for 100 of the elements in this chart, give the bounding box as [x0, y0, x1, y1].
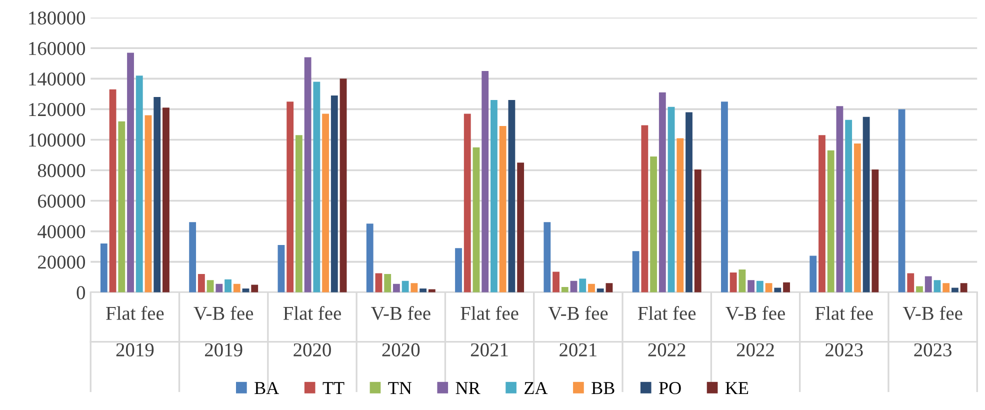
bar [464, 114, 471, 292]
bar [313, 82, 320, 292]
bar [490, 100, 498, 292]
category-label: Flat fee 2022 [638, 306, 696, 356]
bar [668, 106, 675, 292]
legend-label: ZA [524, 382, 548, 394]
bar [455, 248, 462, 292]
y-tick-label: 40000 [38, 225, 86, 238]
category-label: Flat fee 2021 [460, 306, 518, 356]
bar [738, 269, 746, 292]
y-tick-label: 80000 [38, 164, 86, 178]
bar [924, 276, 932, 292]
bar [658, 92, 666, 292]
bar [854, 144, 861, 292]
bar [898, 109, 906, 292]
legend-label: PO [659, 382, 681, 394]
legend-label: NR [456, 382, 480, 394]
y-tick-label: 20000 [38, 256, 86, 269]
bar [118, 121, 126, 292]
category-label: Flat fee 2019 [106, 306, 164, 356]
category-label: Flat fee 2020 [283, 306, 341, 356]
bar [144, 115, 152, 292]
y-tick-label: 0 [76, 286, 86, 300]
bar [845, 120, 852, 292]
bar [162, 108, 170, 292]
bar [960, 283, 968, 292]
bar [410, 283, 418, 292]
bar [818, 135, 826, 292]
bar [810, 256, 817, 292]
x-tick-label: V-B fee 2019 [194, 306, 254, 356]
bar [872, 169, 879, 292]
bar [765, 283, 772, 292]
bar [384, 274, 392, 292]
bar [224, 279, 232, 292]
bar [632, 251, 640, 292]
legend-label: KE [725, 382, 748, 394]
bar [650, 156, 658, 292]
legend-label: TT [322, 382, 344, 394]
bar [676, 138, 684, 292]
bar [366, 224, 374, 292]
bar [544, 222, 551, 292]
bar [552, 272, 560, 292]
bar [730, 272, 737, 292]
bar [322, 114, 329, 292]
y-tick-label: 160000 [29, 42, 86, 56]
bar [756, 280, 764, 292]
bar [596, 288, 604, 292]
legend-label: BB [592, 382, 614, 394]
bar [561, 286, 568, 292]
bar [862, 116, 870, 292]
category-label: Flat fee 2023 [815, 306, 873, 356]
bar [508, 100, 516, 292]
x-tick-label: V-B fee 2022 [726, 306, 785, 356]
legend-label: BA [254, 382, 280, 394]
bar [251, 284, 258, 292]
bar [304, 57, 312, 292]
bar [100, 243, 108, 292]
x-tick-label: V-B fee 2023 [902, 306, 962, 356]
bar [517, 162, 524, 292]
bar [570, 280, 578, 292]
bar [330, 95, 338, 292]
y-tick-label: 120000 [29, 103, 86, 116]
bar [109, 89, 116, 292]
bar [942, 283, 950, 292]
bar [216, 284, 223, 292]
bar [721, 102, 728, 292]
bar [748, 280, 755, 292]
y-tick-label: 60000 [38, 194, 86, 208]
bar [206, 280, 214, 292]
bar [907, 273, 914, 292]
bar [233, 284, 240, 292]
bar [127, 52, 134, 292]
bar [375, 273, 382, 292]
bar [393, 284, 400, 292]
bar [606, 283, 613, 292]
bar [286, 102, 294, 292]
bar [579, 278, 586, 292]
bar [499, 126, 506, 292]
bar [641, 125, 648, 292]
bar [588, 284, 595, 292]
bar [295, 135, 302, 292]
y-tick-label: 100000 [29, 134, 86, 147]
bar [136, 76, 143, 292]
bar [472, 147, 480, 292]
bar [694, 169, 702, 292]
bar [278, 245, 285, 292]
bar [836, 106, 844, 292]
bar [340, 78, 347, 292]
bar [420, 288, 427, 292]
legend-label: TN [388, 382, 412, 394]
bar [916, 286, 923, 292]
bar [198, 274, 205, 292]
x-tick-label: V-B fee 2021 [548, 306, 608, 356]
bar [686, 112, 692, 292]
bar [189, 222, 196, 292]
bar [482, 71, 489, 292]
bar [934, 280, 941, 292]
bar [827, 150, 834, 292]
y-tick-label: 140000 [29, 72, 86, 86]
bar [154, 96, 161, 292]
